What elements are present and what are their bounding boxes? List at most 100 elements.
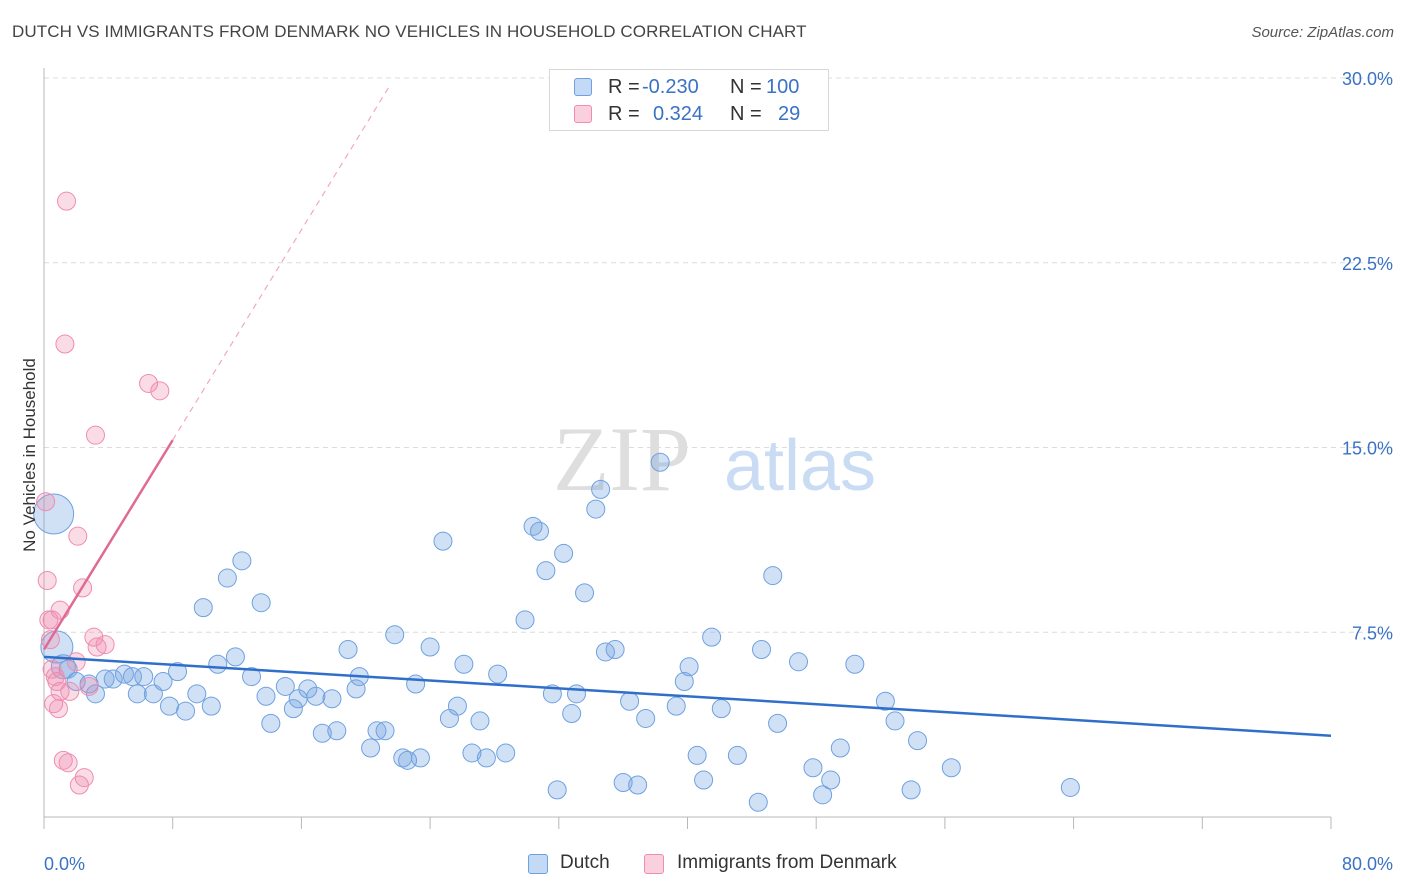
data-point-dutch (875, 691, 895, 711)
data-point-denmark (37, 571, 57, 591)
y-tick-label: 22.5% (1342, 254, 1393, 274)
data-point-dutch (768, 713, 788, 733)
data-point-dutch (748, 792, 768, 812)
data-point-denmark (53, 750, 73, 770)
data-point-dutch (114, 664, 134, 684)
data-point-dutch (410, 748, 430, 768)
data-point-dutch (752, 639, 772, 659)
data-point-dutch (346, 679, 366, 699)
data-point-dutch (515, 610, 535, 630)
data-point-denmark (55, 334, 75, 354)
chart-title: DUTCH VS IMMIGRANTS FROM DENMARK NO VEHI… (12, 22, 807, 41)
legend-r-value: -0.230 (642, 76, 699, 98)
data-point-dutch (217, 568, 237, 588)
data-point-dutch (327, 721, 347, 741)
correlation-legend: R = -0.230 N = 100 R = 0.324 N = 29 (549, 69, 829, 131)
data-point-dutch (406, 674, 426, 694)
x-tick-label: 80.0% (1342, 854, 1393, 874)
data-point-dutch (885, 711, 905, 731)
data-point-dutch (763, 566, 783, 586)
data-point-denmark (50, 600, 70, 620)
data-point-dutch (830, 738, 850, 758)
data-point-dutch (122, 667, 142, 687)
data-point-dutch (127, 684, 147, 704)
data-point-dutch (159, 696, 179, 716)
x-tick-label: 0.0% (44, 854, 85, 874)
y-tick-label: 7.5% (1352, 623, 1393, 643)
legend-swatch-denmark (574, 105, 592, 123)
data-point-dutch (33, 493, 75, 535)
data-point-dutch (488, 664, 508, 684)
legend-r-label: R = (608, 103, 640, 125)
data-point-dutch (306, 686, 326, 706)
data-point-dutch (454, 654, 474, 674)
data-point-dutch (562, 704, 582, 724)
trend-line-dutch (43, 655, 1332, 737)
data-point-dutch (462, 743, 482, 763)
data-point-denmark (60, 681, 80, 701)
data-point-dutch (187, 684, 207, 704)
data-point-dutch (232, 551, 252, 571)
data-point-dutch (95, 669, 115, 689)
data-point-dutch (687, 745, 707, 765)
data-point-dutch (536, 561, 556, 581)
data-point-dutch (803, 758, 823, 778)
data-point-dutch (420, 637, 440, 657)
watermark: ZIP atlas (553, 408, 876, 510)
data-point-dutch (628, 775, 648, 795)
data-point-dutch (821, 770, 841, 790)
data-point-dutch (1060, 777, 1080, 797)
data-point-dutch (375, 721, 395, 741)
data-point-dutch (901, 780, 921, 800)
data-point-dutch (586, 499, 606, 519)
data-point-dutch (338, 639, 358, 659)
data-point-dutch (566, 684, 586, 704)
data-point-dutch (523, 516, 543, 536)
data-point-dutch (789, 652, 809, 672)
data-point-dutch (702, 627, 722, 647)
data-point-dutch (312, 723, 332, 743)
data-point-dutch (201, 696, 221, 716)
watermark-atlas: atlas (724, 426, 876, 506)
y-tick-label: 30.0% (1342, 69, 1393, 89)
legend-n-label: N = (730, 76, 762, 98)
data-point-denmark (48, 699, 68, 719)
data-point-dutch (447, 696, 467, 716)
data-point-dutch (275, 676, 295, 696)
data-point-dutch (496, 743, 516, 763)
data-point-dutch (85, 684, 105, 704)
data-point-dutch (711, 699, 731, 719)
y-tick-label: 15.0% (1342, 439, 1393, 459)
legend-swatch-dutch (574, 78, 592, 96)
data-point-dutch (845, 654, 865, 674)
data-point-denmark (95, 635, 115, 655)
bottom-legend-denmark-label: Immigrants from Denmark (677, 852, 897, 873)
series-dutch (33, 452, 1080, 812)
legend-n-value: 29 (778, 103, 801, 125)
data-point-dutch (251, 593, 271, 613)
data-point-dutch (470, 711, 490, 731)
data-point-dutch (153, 672, 173, 692)
data-point-dutch (679, 657, 699, 677)
data-point-dutch (208, 654, 228, 674)
data-point-dutch (591, 479, 611, 499)
data-point-dutch (529, 521, 549, 541)
data-point-denmark (57, 191, 77, 211)
data-point-dutch (367, 721, 387, 741)
data-point-dutch (298, 679, 318, 699)
data-point-dutch (813, 785, 833, 805)
data-point-denmark (139, 373, 159, 393)
data-point-dutch (283, 699, 303, 719)
data-point-dutch (694, 770, 714, 790)
data-point-denmark (74, 768, 94, 788)
data-point-denmark (150, 381, 170, 401)
legend-row-dutch: R = -0.230 N = 100 (550, 74, 828, 100)
data-point-dutch (476, 748, 496, 768)
data-point-dutch (727, 745, 747, 765)
data-point-dutch (261, 713, 281, 733)
data-point-dutch (674, 672, 694, 692)
trend-line-denmark-extension (172, 85, 391, 441)
data-point-denmark (79, 676, 99, 696)
data-point-dutch (613, 773, 633, 793)
